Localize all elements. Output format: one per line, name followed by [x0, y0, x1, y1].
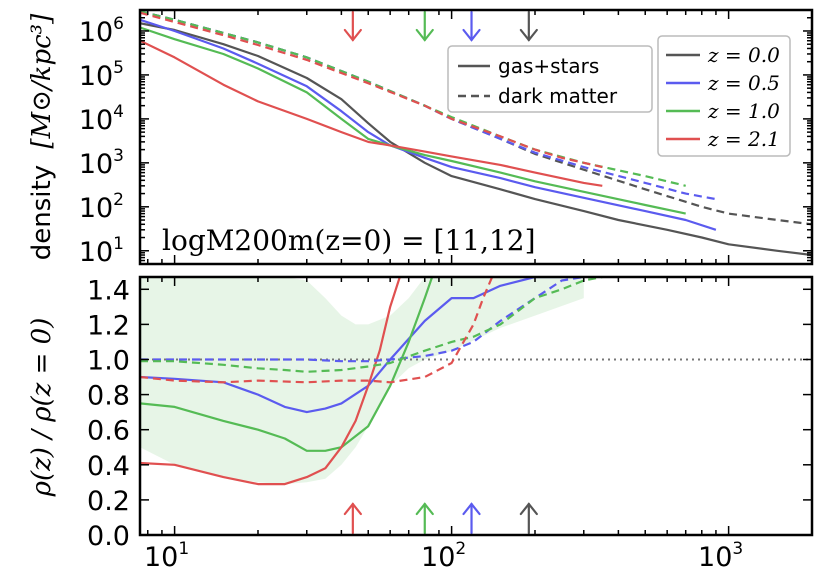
- y-tick-label-exp: 2: [113, 190, 124, 210]
- bottom-y-tick-label-0.4: 0.4: [87, 451, 130, 482]
- bottom-y-tick-label-1.4: 1.4: [87, 275, 130, 306]
- y-tick-label-base: 10: [79, 61, 113, 92]
- arrow-up-icon-44: [343, 502, 362, 535]
- mass-range-annotation: logM200m(z=0) = [11,12]: [162, 224, 536, 257]
- x-tick-label-exp: 1: [178, 539, 189, 559]
- y-tick-label-exp: 5: [113, 58, 124, 78]
- y-tick-label-base: 10: [79, 105, 113, 136]
- top-ylabel-units: [M⊙/kpc³]: [27, 13, 57, 149]
- y-tick-label-exp: 4: [113, 102, 124, 122]
- x-tick-label-exp: 2: [455, 539, 466, 559]
- top-y-tick-label-100000: 105: [79, 58, 124, 92]
- bottom-series-group: [140, 277, 603, 486]
- x-tick-label-base: 10: [698, 542, 732, 573]
- top-series-group: [140, 10, 812, 257]
- x-tick-label-10: 101: [144, 539, 189, 573]
- y-tick-label-base: 10: [79, 193, 113, 224]
- bottom-series-z-1-0-gas-stars: [140, 277, 434, 452]
- top-y-tick-label-1000: 103: [79, 146, 124, 180]
- x-tick-label-100: 102: [421, 539, 466, 573]
- x-tick-label-1000: 103: [698, 539, 743, 573]
- x-tick-label-base: 10: [421, 542, 455, 573]
- y-tick-label-exp: 3: [113, 146, 124, 166]
- bottom-ylabel: ρ(z) / ρ(z = 0): [27, 318, 57, 498]
- bottom-series-z-2-1-dark-matter: [140, 277, 494, 384]
- legend-z-label-3: z = 2.1: [707, 127, 780, 151]
- top-series-z-2-1-gas-stars: [140, 39, 603, 187]
- bottom-arrows: [343, 502, 538, 535]
- top-y-tick-label-10000: 104: [79, 102, 124, 136]
- legend-z-label-1: z = 0.5: [707, 71, 780, 95]
- arrow-down-icon-80: [415, 10, 434, 42]
- top-y-tick-label-100: 102: [79, 190, 124, 224]
- x-tick-label-base: 10: [144, 542, 178, 573]
- legend-redshift: z = 0.0 z = 0.5 z = 1.0 z = 2.1: [657, 35, 791, 157]
- top-y-tick-label-1000000: 106: [79, 14, 124, 48]
- legend-redshift-box: [657, 35, 791, 157]
- legend-z-label-2: z = 1.0: [707, 99, 780, 123]
- bottom-y-tick-label-0.0: 0.0: [87, 521, 130, 552]
- y-tick-label-base: 10: [79, 17, 113, 48]
- y-tick-label-base: 10: [79, 149, 113, 180]
- y-tick-label-exp: 1: [113, 234, 124, 254]
- arrow-up-icon-80: [415, 502, 434, 535]
- bottom-y-tick-label-1.2: 1.2: [87, 310, 130, 341]
- arrow-down-icon-44: [343, 10, 362, 42]
- arrow-down-icon-190: [519, 10, 538, 42]
- arrow-up-icon-190: [519, 502, 538, 535]
- bottom-y-tick-label-0.8: 0.8: [87, 381, 130, 412]
- top-plot-frame: [138, 8, 814, 266]
- bottom-y-tick-label-0.2: 0.2: [87, 486, 130, 517]
- legend-z-items: z = 0.0 z = 0.5 z = 1.0 z = 2.1: [666, 43, 780, 151]
- bottom-y-tick-label-1.0: 1.0: [87, 345, 130, 376]
- top-ylabel-text: density: [27, 165, 57, 260]
- top-arrows: [343, 10, 538, 42]
- legend-style-box: [447, 45, 653, 113]
- legend-z-label-0: z = 0.0: [707, 43, 780, 67]
- bottom-series-z-2-1-gas-stars: [140, 277, 401, 486]
- legend-dark-matter: dark matter: [498, 84, 618, 108]
- legend-style: gas+stars dark matter: [447, 45, 653, 113]
- y-tick-label-base: 10: [79, 237, 113, 268]
- top-series-z-2-1-dark-matter: [140, 11, 603, 169]
- arrow-down-icon-118: [462, 10, 481, 42]
- top-series-z-0-5-gas-stars: [140, 18, 717, 231]
- legend-gas-stars: gas+stars: [498, 54, 599, 78]
- top-ylabel: density [M⊙/kpc³]: [27, 13, 57, 260]
- top-series-z-0-0-gas-stars: [140, 22, 812, 257]
- bottom-plot-frame: [138, 275, 814, 537]
- bottom-series-z-1-0-dark-matter: [140, 277, 603, 373]
- y-tick-label-exp: 6: [113, 14, 124, 34]
- bottom-y-tick-label-0.6: 0.6: [87, 416, 130, 447]
- top-y-tick-label-10: 101: [79, 234, 124, 268]
- x-tick-label-exp: 3: [732, 539, 743, 559]
- arrow-up-icon-118: [462, 502, 481, 535]
